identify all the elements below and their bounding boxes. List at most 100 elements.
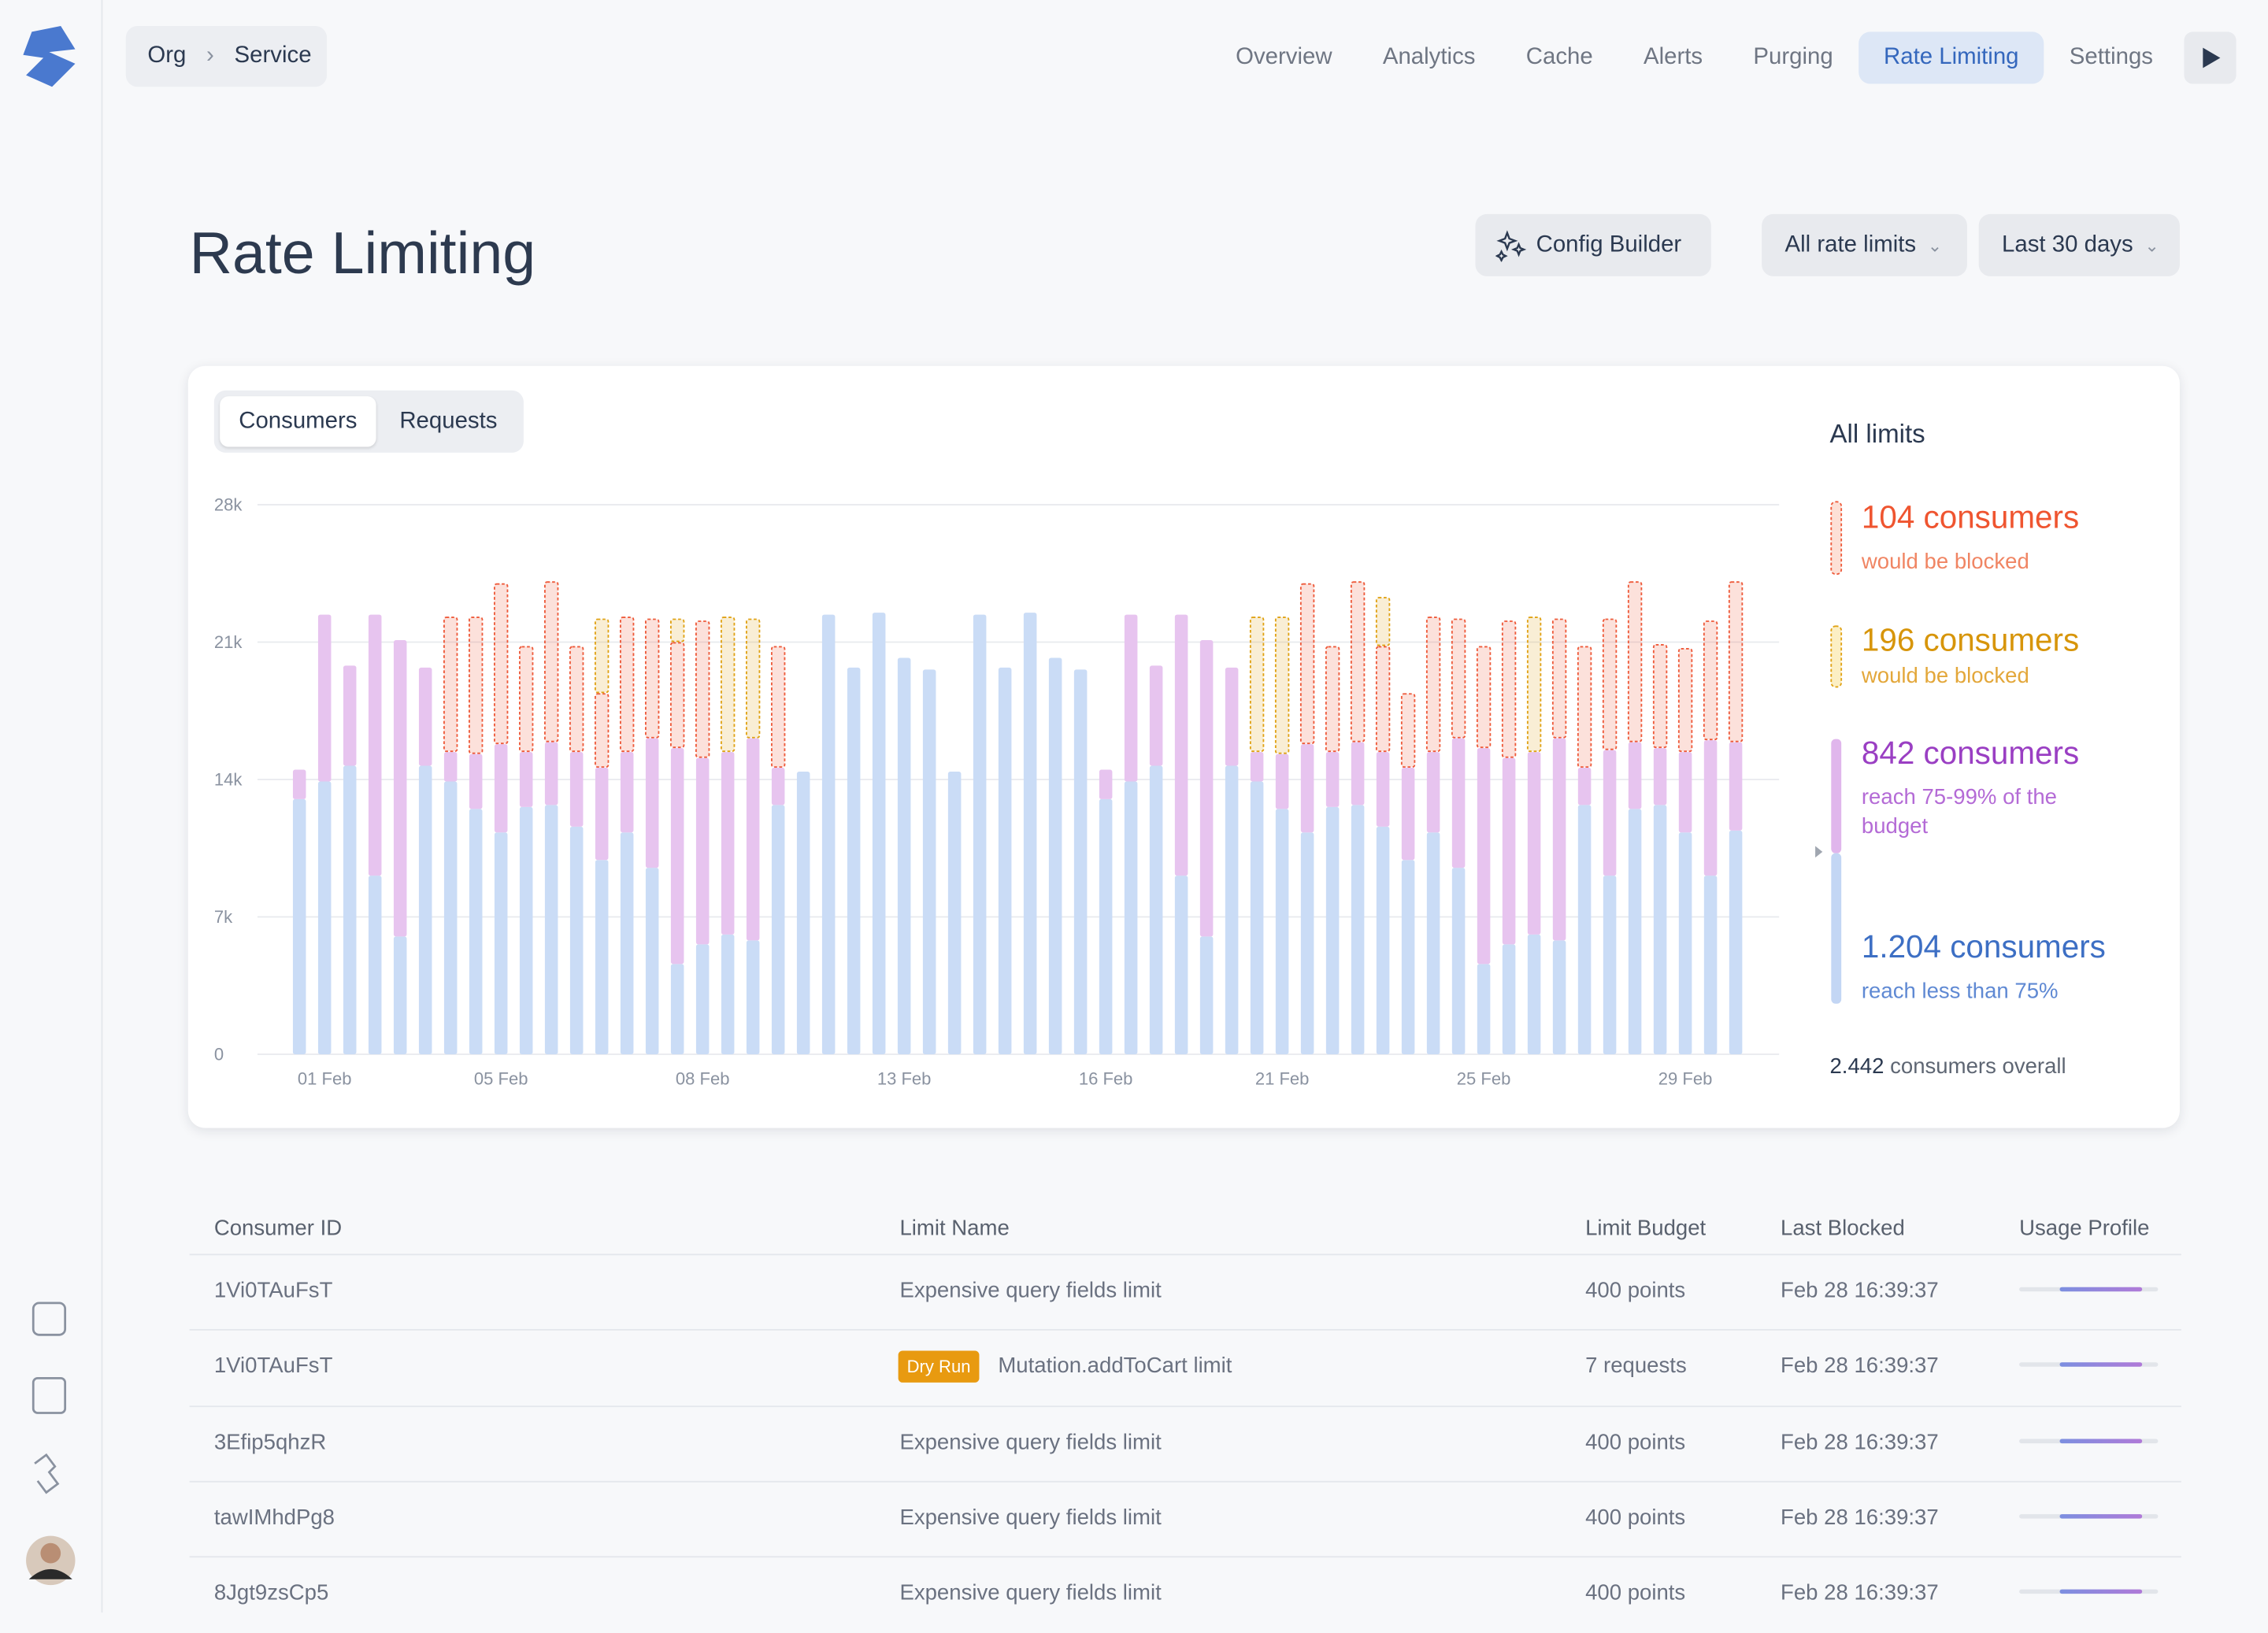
column-header: Limit Name <box>899 1216 1010 1241</box>
bar-segment <box>1376 752 1390 827</box>
bar-segment <box>695 757 710 945</box>
crumb[interactable]: Org <box>147 43 187 69</box>
legend-headline: 104 consumers <box>1861 498 2080 535</box>
bar-segment <box>519 806 533 1054</box>
nav-tab[interactable]: Cache <box>1525 44 1593 70</box>
nav-tab[interactable]: Overview <box>1236 44 1332 70</box>
bar-segment <box>393 640 407 937</box>
legend-caption: would be blocked <box>1861 664 2029 689</box>
nav-tab[interactable]: Settings <box>2069 44 2153 70</box>
bar-segment <box>922 669 936 1054</box>
bar-segment <box>1250 752 1264 782</box>
bar-segment <box>343 665 357 766</box>
nav-tab[interactable]: Alerts <box>1643 44 1703 70</box>
table-cell: 400 points <box>1585 1505 1686 1531</box>
indicator <box>1830 625 1843 688</box>
avatar-body <box>28 1568 72 1579</box>
bar-segment <box>519 752 533 807</box>
usage-bar <box>2059 1362 2143 1368</box>
bar-segment <box>998 667 1012 1054</box>
chart-tab[interactable]: Consumers <box>220 396 376 447</box>
indicator <box>1831 853 1842 1004</box>
bar-segment <box>1526 617 1542 753</box>
nav-tab[interactable]: Rate Limiting <box>1858 31 2044 84</box>
chevron: ⌄ <box>2144 235 2159 257</box>
y-tick-label: 7k <box>214 907 233 927</box>
bar-segment <box>494 744 508 833</box>
ai-icon[interactable] <box>32 1302 67 1336</box>
bar-segment <box>1577 768 1592 805</box>
table-cell: 8Jgt9zsCp5 <box>213 1580 329 1606</box>
button-label: Last 30 days <box>2002 232 2133 257</box>
bar-segment <box>1653 748 1667 805</box>
play-button[interactable] <box>2184 31 2236 84</box>
legend-caption: reach 75-99% of the budget <box>1861 785 2058 839</box>
bar-segment <box>1527 752 1541 935</box>
table-cell: Expensive query fields limit <box>899 1429 1162 1455</box>
bar-segment <box>669 618 685 642</box>
nav-tab[interactable]: Purging <box>1753 44 1833 70</box>
x-tick-label: 13 Feb <box>877 1069 932 1089</box>
bar-segment <box>1300 744 1314 833</box>
x-tick-label: 01 Feb <box>298 1069 352 1089</box>
bar-segment <box>544 581 559 742</box>
x-tick-label: 16 Feb <box>1079 1069 1133 1089</box>
bar-segment <box>619 617 635 753</box>
config-builder-button[interactable]: Config Builder <box>1475 213 1711 276</box>
legend-headline: 842 consumers <box>1861 735 2080 771</box>
bar-segment <box>720 617 736 753</box>
terminal-icon[interactable] <box>32 1377 67 1414</box>
bar-segment <box>771 768 785 805</box>
column-header: Limit Budget <box>1585 1216 1707 1241</box>
chart-tab[interactable]: Requests <box>399 409 498 435</box>
feedback-icon[interactable] <box>34 1453 60 1494</box>
bar-segment <box>292 798 306 1054</box>
dry-run-badge: Dry Run <box>898 1351 980 1383</box>
x-tick-label: 08 Feb <box>676 1069 730 1089</box>
limit-filter[interactable]: All rate limits ⌄ <box>1762 213 1967 276</box>
legend-caption: reach less than 75% <box>1861 979 2059 1004</box>
bar-segment <box>343 765 357 1054</box>
bar-segment <box>1048 657 1062 1054</box>
bar-segment <box>1299 583 1315 745</box>
bar-segment <box>1602 618 1618 750</box>
table-cell: 400 points <box>1585 1580 1686 1606</box>
bar-segment <box>569 826 584 1054</box>
logo[interactable] <box>23 26 76 87</box>
bar-segment <box>1577 646 1592 768</box>
bar-segment <box>1451 868 1466 1054</box>
bar-segment <box>1351 742 1365 805</box>
indicator <box>1830 501 1843 576</box>
table-cell: Expensive query fields limit <box>899 1580 1162 1606</box>
total-value: 2.442 <box>1829 1053 1884 1079</box>
play-icon <box>2203 47 2221 69</box>
bar-segment <box>1174 876 1188 1054</box>
bar-segment <box>1678 832 1692 1054</box>
bar-segment <box>670 964 684 1054</box>
bar-segment <box>695 944 710 1054</box>
bar-segment <box>620 752 634 833</box>
bar-segment <box>393 936 407 1054</box>
bar-segment <box>1627 581 1643 742</box>
bar-segment <box>1703 876 1718 1054</box>
bar-segment <box>1351 805 1365 1054</box>
nav-tab[interactable]: Analytics <box>1382 44 1476 70</box>
bar-segment <box>1174 614 1188 876</box>
table-row <box>189 1556 2181 1633</box>
bar-segment <box>595 768 609 861</box>
period-filter[interactable]: Last 30 days ⌄ <box>1978 213 2180 276</box>
bar-segment <box>1477 964 1491 1054</box>
sparkle-icon <box>1495 230 1527 262</box>
bar-segment <box>721 752 735 935</box>
usage-bar <box>2059 1287 2143 1292</box>
bar-segment <box>1577 805 1592 1054</box>
bar-segment <box>1400 693 1416 768</box>
table-cell: 3Efip5qhzR <box>213 1429 327 1455</box>
column-header: Consumer ID <box>213 1216 343 1241</box>
table-cell: 1Vi0TAuFsT <box>213 1353 333 1379</box>
crumb[interactable]: Service <box>234 43 312 69</box>
bar-segment <box>1250 781 1264 1054</box>
bar-segment <box>1502 944 1516 1054</box>
